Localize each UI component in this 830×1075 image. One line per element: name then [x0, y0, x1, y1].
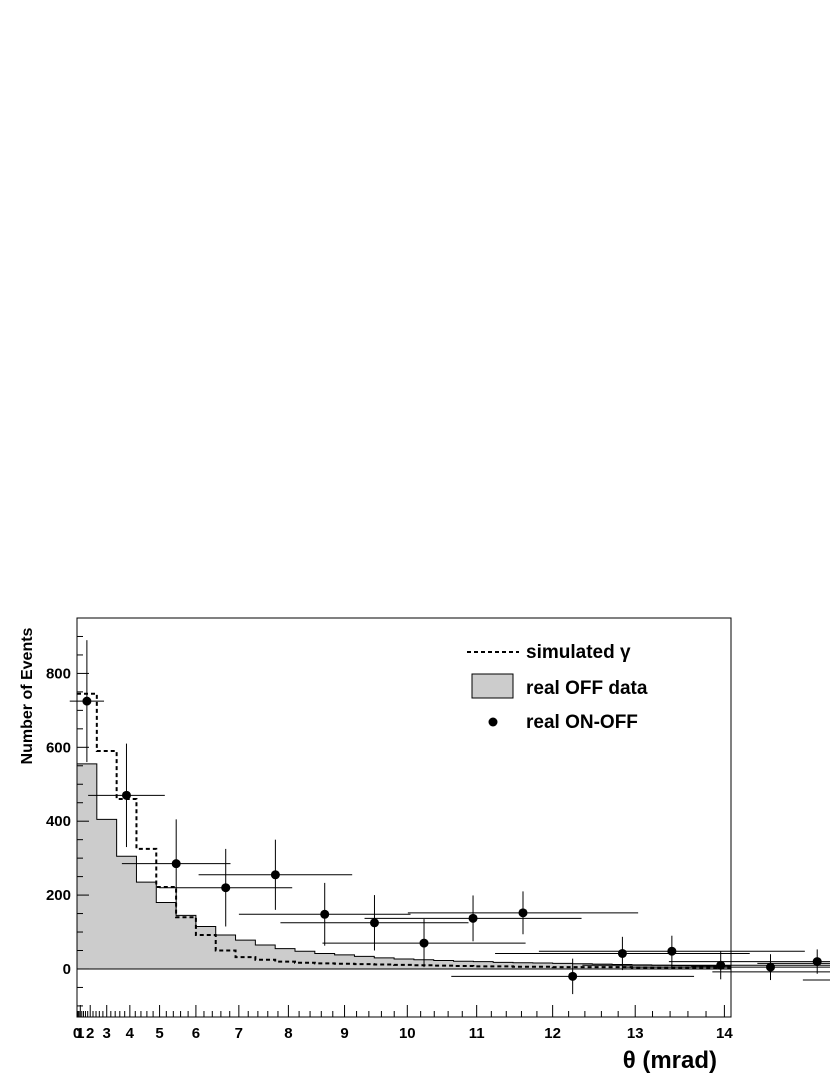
legend-on-off-marker [488, 717, 498, 727]
x-tick-label: 3 [103, 1025, 111, 1042]
x-tick-label: 7 [235, 1025, 243, 1042]
y-tick-label: 0 [63, 961, 71, 978]
on-off-point [369, 918, 379, 928]
x-axis-label: θ (mrad) [623, 1047, 717, 1074]
on-off-point [812, 957, 822, 967]
x-tick-label: 11 [469, 1025, 485, 1042]
on-off-point [419, 938, 429, 948]
x-tick-label: 0 [73, 1025, 81, 1042]
legend-simulated-label: simulated γ [526, 642, 631, 663]
x-tick-label: 14 [716, 1025, 733, 1042]
y-tick-label: 600 [46, 739, 71, 756]
off-data-layer [77, 763, 731, 969]
on-off-point [568, 971, 578, 981]
y-axis-label: Number of Events [19, 627, 36, 764]
x-tick-label: 13 [627, 1025, 644, 1042]
x-tick-label: 8 [284, 1025, 292, 1042]
on-off-point [667, 946, 677, 956]
off-data-fill [77, 763, 731, 969]
on-off-point [221, 883, 231, 893]
x-tick-label: 1 [76, 1025, 84, 1042]
x-tick-label: 6 [192, 1025, 200, 1042]
on-off-point [716, 960, 726, 970]
on-off-point [82, 696, 92, 706]
x-tick-label: 5 [155, 1025, 163, 1042]
legend-off-swatch [471, 673, 514, 699]
x-tick-label: 4 [126, 1025, 135, 1042]
on-off-point [766, 962, 776, 972]
legend-on-off-label: real ON-OFF [526, 712, 638, 733]
on-off-point [518, 908, 528, 918]
on-off-point [171, 859, 181, 869]
off-data-outline [77, 763, 731, 967]
x-tick-label: 10 [399, 1025, 416, 1042]
y-tick-label: 800 [46, 665, 71, 682]
x-tick-label: 9 [340, 1025, 348, 1042]
x-tick-label: 2 [86, 1025, 94, 1042]
on-off-points-layer [69, 640, 830, 995]
y-tick-label: 400 [46, 813, 71, 830]
on-off-point [270, 870, 280, 880]
x-tick-label: 12 [544, 1025, 561, 1042]
on-off-point [320, 909, 330, 919]
plot-frame [76, 617, 732, 1018]
on-off-point [121, 790, 131, 800]
legend-off-label: real OFF data [526, 678, 648, 699]
legend: simulated γ real OFF data real ON-OFF [467, 642, 648, 733]
y-tick-label: 200 [46, 887, 71, 904]
on-off-point [617, 948, 627, 958]
on-off-point [468, 913, 478, 923]
